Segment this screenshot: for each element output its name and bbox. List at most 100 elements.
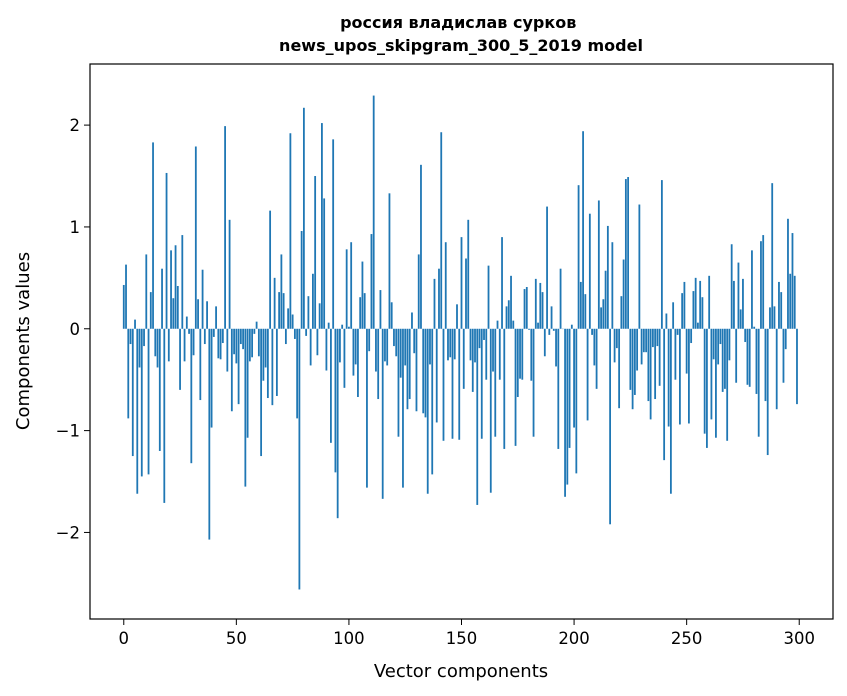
bar	[431, 328, 434, 475]
bar	[548, 328, 551, 335]
bar	[591, 328, 593, 335]
bar	[300, 231, 303, 329]
bar	[573, 328, 575, 428]
bar	[751, 250, 753, 329]
bar	[728, 328, 731, 361]
bar	[433, 278, 436, 329]
bar	[348, 326, 350, 329]
bar	[528, 328, 530, 330]
bar	[642, 328, 645, 353]
bar	[629, 328, 632, 390]
bar	[316, 328, 319, 356]
bar	[289, 133, 292, 329]
bar	[507, 300, 510, 329]
bar	[251, 328, 254, 358]
bar	[420, 164, 422, 329]
bar	[352, 328, 355, 376]
y-tick-label: −2	[56, 523, 80, 542]
bar	[694, 277, 697, 329]
bar	[546, 206, 548, 329]
bar	[514, 328, 517, 446]
bar	[210, 328, 213, 428]
bar	[597, 200, 600, 329]
bar	[404, 328, 407, 366]
bar	[296, 328, 299, 419]
bar	[449, 328, 452, 358]
bar	[188, 328, 190, 334]
chart-title-line-2: news_upos_skipgram_300_5_2019 model	[279, 36, 643, 55]
bar	[444, 242, 447, 329]
bar	[156, 328, 159, 368]
bar	[312, 273, 314, 329]
bar	[613, 328, 616, 363]
bar	[742, 278, 744, 329]
bar	[386, 328, 389, 366]
bar	[185, 316, 188, 329]
bar	[246, 328, 249, 438]
bar	[744, 328, 747, 343]
bar	[620, 296, 623, 329]
bar	[474, 328, 476, 363]
bar	[570, 324, 573, 329]
bar	[282, 293, 285, 329]
bar	[672, 302, 675, 329]
bar	[510, 275, 512, 329]
bar	[269, 210, 272, 329]
bar	[426, 328, 429, 494]
bar	[532, 328, 535, 437]
bar	[257, 328, 260, 357]
plot-area	[90, 64, 833, 619]
bar	[330, 328, 332, 443]
bar	[789, 273, 792, 329]
bar	[618, 328, 621, 409]
bar	[266, 328, 269, 399]
bar	[275, 328, 278, 396]
bar	[730, 244, 733, 329]
bar	[539, 282, 542, 329]
bar	[733, 280, 735, 329]
bar	[708, 275, 711, 329]
bar	[586, 328, 589, 421]
x-tick-label: 200	[558, 629, 590, 648]
bar	[622, 259, 625, 329]
bar	[525, 287, 528, 329]
bar	[284, 328, 287, 345]
bar	[489, 328, 492, 493]
bar	[375, 328, 377, 372]
bars	[122, 95, 798, 590]
bar	[413, 328, 416, 354]
bar	[735, 328, 738, 383]
bar	[368, 328, 371, 352]
x-tick-label: 50	[226, 629, 247, 648]
y-axis-ticks: −2 −1 0 1 2	[56, 116, 90, 542]
bar	[406, 328, 409, 410]
bar	[674, 328, 677, 380]
bar	[460, 237, 463, 329]
bar	[478, 328, 481, 349]
bar	[219, 328, 222, 360]
bar	[577, 185, 580, 329]
bar	[122, 284, 125, 329]
bar	[145, 254, 148, 329]
bar	[393, 328, 395, 347]
bar	[595, 328, 598, 389]
bar	[645, 328, 648, 353]
bar	[190, 328, 193, 464]
x-axis-ticks: 0 50 100 150 200 250 300	[119, 619, 815, 648]
bar	[377, 328, 380, 400]
bar	[359, 297, 362, 329]
bar	[235, 328, 238, 364]
bar	[638, 204, 641, 329]
bar	[242, 328, 244, 350]
bar	[487, 265, 490, 329]
x-tick-label: 100	[333, 629, 365, 648]
bar	[273, 277, 276, 329]
y-tick-label: 2	[70, 116, 81, 135]
bar	[667, 328, 670, 427]
bar	[143, 328, 145, 347]
bar	[203, 328, 206, 345]
bar	[550, 306, 553, 329]
bar	[566, 328, 569, 485]
bar	[325, 328, 328, 371]
